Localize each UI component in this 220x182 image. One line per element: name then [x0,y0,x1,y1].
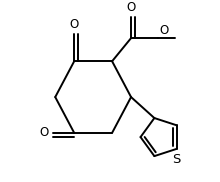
Text: O: O [70,18,79,31]
Text: O: O [126,1,136,14]
Text: S: S [172,153,181,167]
Text: O: O [160,24,169,37]
Text: O: O [40,126,49,139]
